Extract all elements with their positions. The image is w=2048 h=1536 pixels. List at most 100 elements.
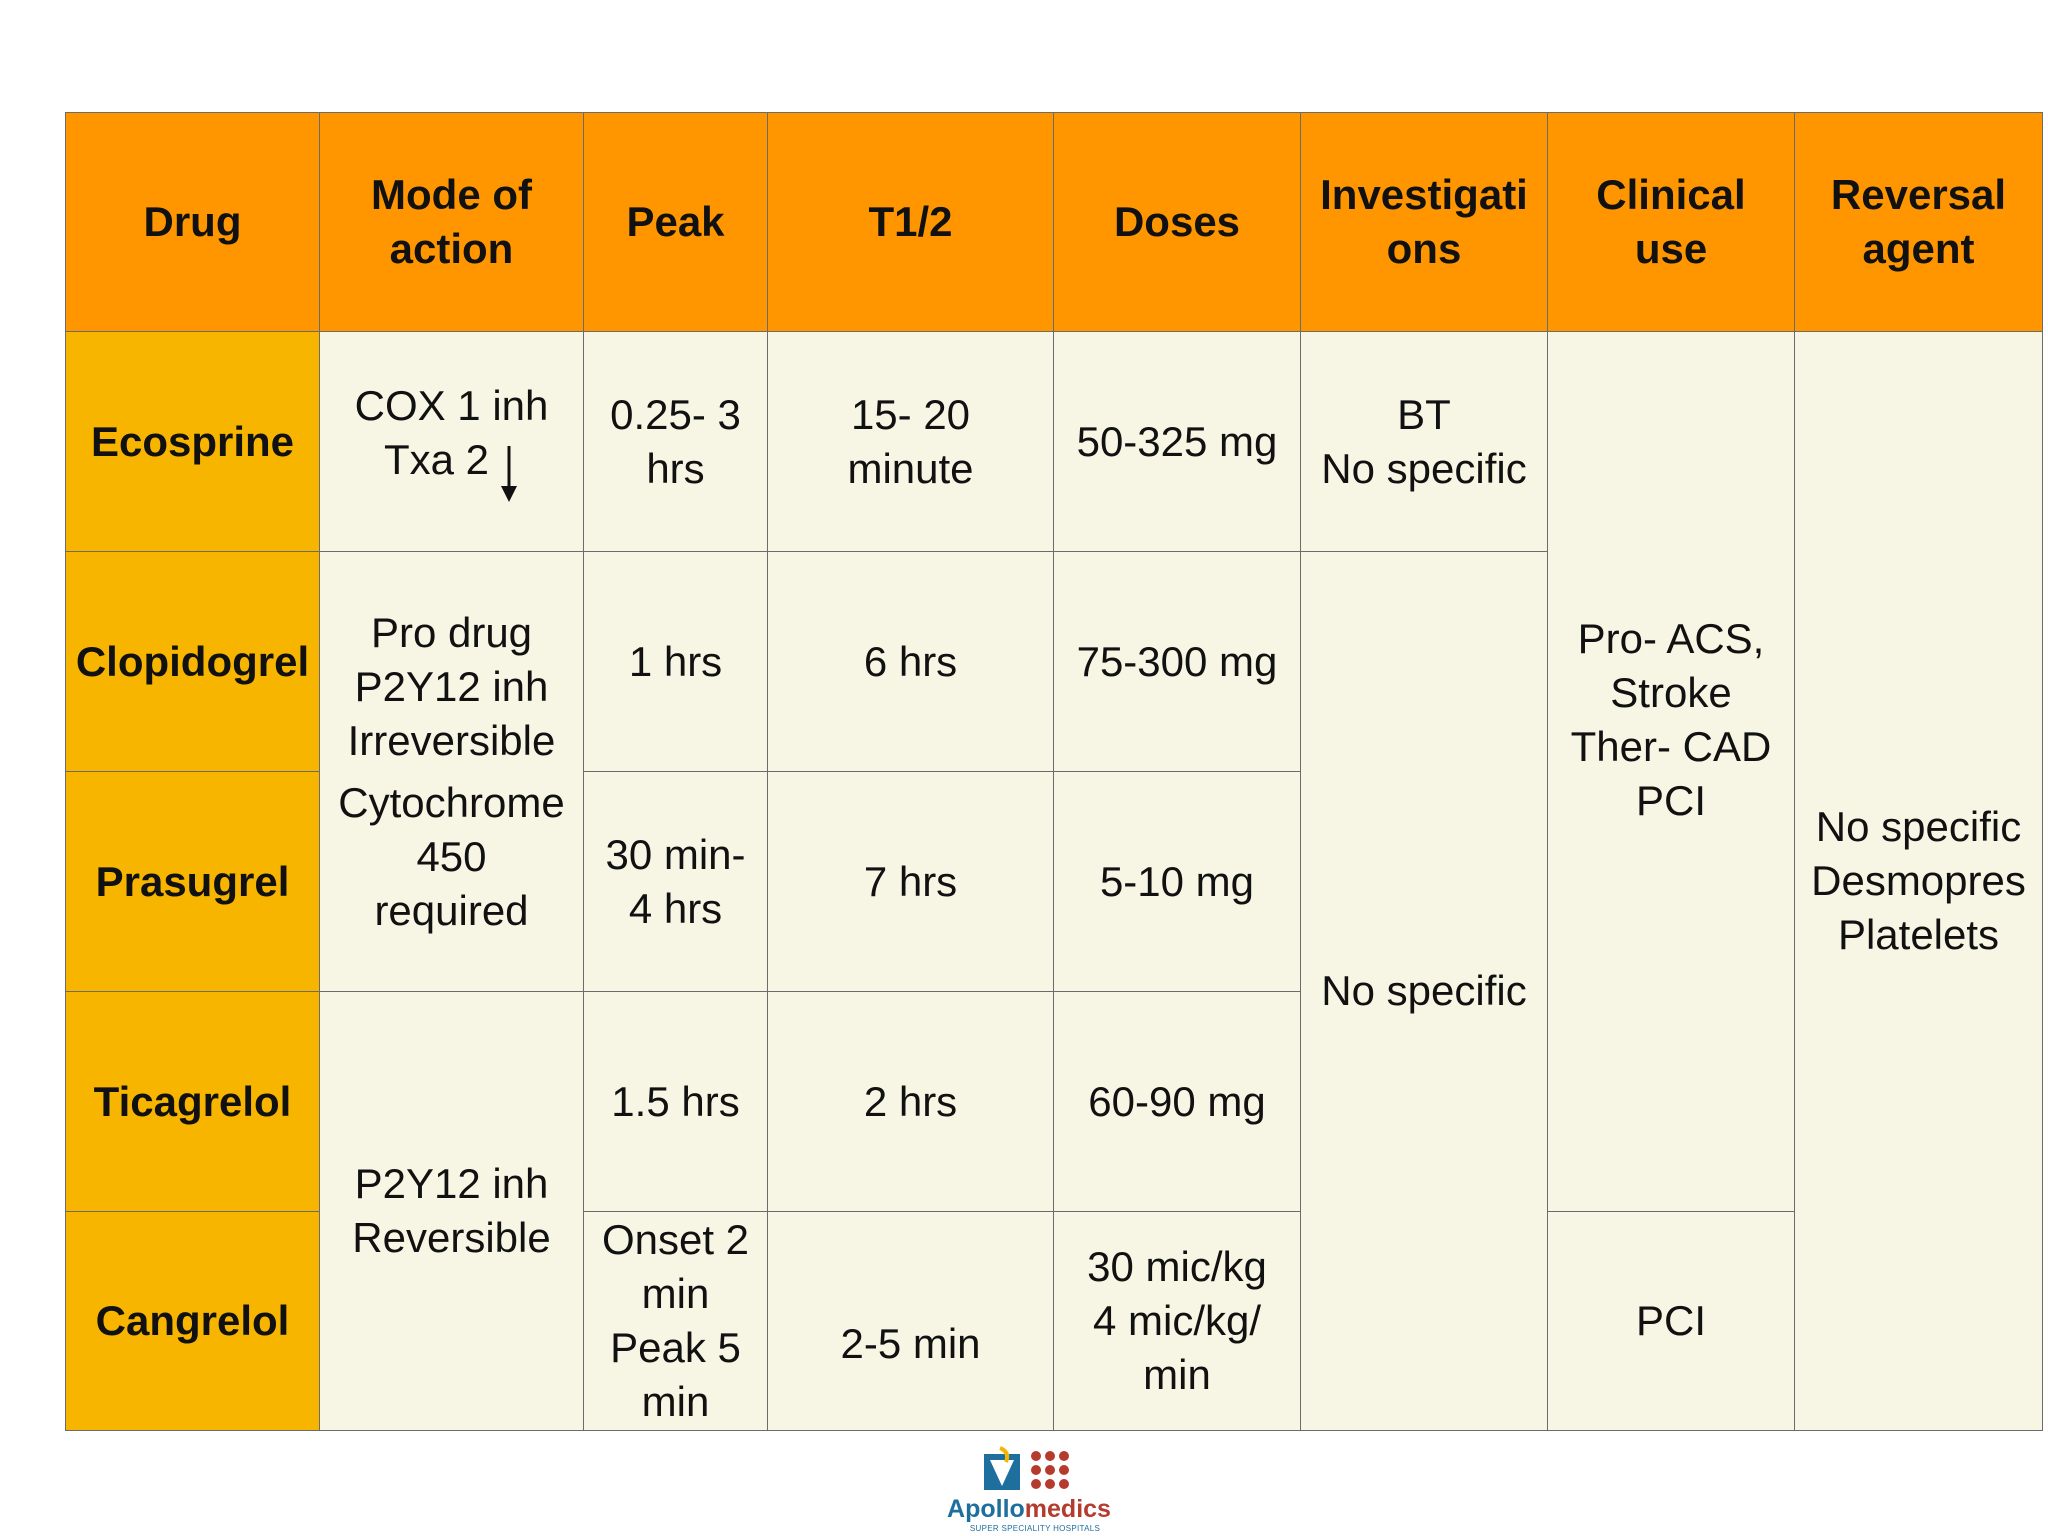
cell-line: 6 hrs [863, 637, 958, 685]
peak-cell: 1.5 hrs [583, 991, 768, 1212]
cell-line: Peak [626, 198, 725, 245]
cell-line: P2Y12 inh [354, 1160, 549, 1207]
cell-line: No specific [1321, 967, 1527, 1014]
cell-line: 30 mic/kg [1087, 1243, 1267, 1290]
cell-line: Desmopres [1811, 857, 2026, 904]
cell-line: 60-90 mg [1088, 1077, 1266, 1125]
mode-line-with-arrow: Txa 2 [384, 433, 519, 504]
cell-line: Reversal [1830, 171, 2007, 218]
header-reversal-agent: Reversal agent [1794, 112, 2043, 332]
cell-line [324, 768, 579, 776]
clinical-use-cell: PCI [1547, 1211, 1795, 1431]
logo-word-medics: medics [1024, 1495, 1111, 1523]
header-peak: Peak [583, 112, 768, 332]
logo-tagline: SUPER SPECIALITY HOSPITALS [969, 1524, 1101, 1533]
cell-line: Drug [143, 198, 242, 245]
table-row-cangrelol: Cangrelol Onset 2 min Peak 5 min 2-5 min 30… [65, 1211, 2043, 1431]
cell-line: min [1143, 1351, 1211, 1398]
cell-line: Clinical [1596, 171, 1746, 218]
logo-wordmark: Apollomedics [944, 1496, 1114, 1522]
mode-line: COX 1 inh [354, 382, 549, 429]
cell-line: use [1634, 225, 1708, 272]
t-half-cell: 2-5 min [767, 1211, 1054, 1431]
header-clinical-use: Clinical use [1547, 112, 1795, 332]
drug-name: Clopidogrel [65, 551, 320, 772]
mode-of-action-cell: P2Y12 inh Reversible [319, 991, 584, 1431]
mode-line: Txa 2 [383, 436, 490, 483]
doses-cell: 50-325 mg [1053, 331, 1301, 552]
cell-line: Peak 5 [610, 1324, 741, 1371]
t-half-cell: 7 hrs [767, 771, 1054, 992]
doses-cell: 30 mic/kg 4 mic/kg/min [1053, 1211, 1301, 1431]
cell-line: 15- 20 [850, 390, 971, 438]
peak-cell: 30 min- 4 hrs [583, 771, 768, 992]
drug-name: Cangrelol [65, 1211, 320, 1431]
cell-line: Reversible [352, 1214, 551, 1261]
mode-of-action-cell: Pro drug P2Y12 inh Irreversible Cytochrome 4… [319, 551, 584, 992]
cell-line: 4 hrs [628, 884, 723, 932]
cell-line: Mode of [371, 171, 532, 218]
drug-name: Ticagrelol [65, 991, 320, 1212]
cell-line: required [374, 886, 529, 934]
antiplatelet-table: Drug Mode of action Peak T1/2 Doses Inves… [65, 112, 2043, 1431]
cell-line: PCI [1635, 777, 1706, 824]
doses-cell: 5-10 mg [1053, 771, 1301, 992]
cell-line: ons [1386, 225, 1462, 272]
cell-line: 1.5 hrs [611, 1077, 740, 1125]
t-half-cell: 2 hrs [767, 991, 1054, 1212]
drug-name: Ecosprine [65, 331, 320, 552]
table-row-prasugrel: Prasugrel 30 min- 4 hrs 7 hrs 5-10 mg [65, 771, 2043, 992]
drug-name: Prasugrel [65, 771, 320, 992]
header-row: Drug Mode of action Peak T1/2 Doses Inves… [65, 112, 2043, 332]
cell-line: min [641, 1378, 710, 1425]
investigations-cell: BT No specific [1300, 331, 1548, 552]
header-investigations: Investigati ons [1300, 112, 1548, 332]
cell-line: hrs [646, 444, 705, 492]
header-drug: Drug [65, 112, 320, 332]
header-t-half: T1/2 [767, 112, 1054, 332]
cell-line: Stroke [1610, 669, 1732, 716]
table-row-clopidogrel: Clopidogrel Pro drug P2Y12 inh Irreversibl… [65, 551, 2043, 1431]
cell-line: Irreversible [347, 716, 556, 764]
cell-line: 2 hrs [863, 1077, 958, 1125]
cell-line: agent [1862, 225, 1975, 272]
doses-cell: 60-90 mg [1053, 991, 1301, 1212]
down-arrow-icon [499, 444, 519, 504]
header-doses: Doses [1053, 112, 1301, 332]
cell-line: 2-5 min [840, 1320, 981, 1367]
cell-line: T1/2 [868, 198, 953, 245]
cell-line: No specific [1321, 444, 1527, 492]
cell-line: No specific [1815, 803, 2022, 850]
cell-line: Ther- CAD [1570, 723, 1772, 770]
apollomedics-logo-icon [980, 1446, 1100, 1496]
logo-word-apollo: Apollo [947, 1495, 1025, 1523]
cell-line: min [641, 1270, 710, 1317]
cell-line: 450 [416, 832, 487, 880]
cell-line: 1 hrs [628, 637, 723, 685]
cell-line: P2Y12 inh [354, 662, 549, 710]
investigations-cell: No specific [1300, 551, 1548, 1431]
clinical-use-cell: Pro- ACS, Stroke Ther- CAD PCI [1547, 331, 1795, 1212]
mode-of-action-cell: COX 1 inh Txa 2 [319, 331, 584, 552]
cell-line: 75-300 mg [1076, 637, 1278, 685]
table-row-ticagrelol: Ticagrelol P2Y12 inh Reversible 1.5 hrs 2… [65, 991, 2043, 1431]
cell-line: PCI [1635, 1297, 1706, 1344]
peak-cell: Onset 2 min Peak 5 min [583, 1211, 768, 1431]
cell-line: 7 hrs [863, 857, 958, 905]
cell-line: Pro- ACS, [1577, 615, 1765, 662]
cell-line: 4 mic/kg/ [1092, 1297, 1262, 1344]
doses-cell: 75-300 mg [1053, 551, 1301, 772]
reversal-agent-cell: No specific Desmopres Platelets [1794, 331, 2043, 1431]
cell-line: 30 min- [605, 830, 746, 878]
peak-cell: 0.25- 3 hrs [583, 331, 768, 552]
table-row-ecosprine: Ecosprine COX 1 inh Txa 2 0.25- 3 hrs 15-… [65, 331, 2043, 1431]
cell-line: Doses [1113, 198, 1241, 245]
cell-line: minute [847, 444, 974, 492]
cell-line: 0.25- 3 [610, 390, 741, 438]
cell-line: Cytochrome [338, 778, 565, 826]
cell-line: Platelets [1837, 911, 2000, 958]
cell-line: 5-10 mg [1099, 857, 1255, 905]
cell-line: Onset 2 [601, 1216, 750, 1263]
cell-line: 50-325 mg [1076, 417, 1278, 465]
t-half-cell: 6 hrs [767, 551, 1054, 772]
